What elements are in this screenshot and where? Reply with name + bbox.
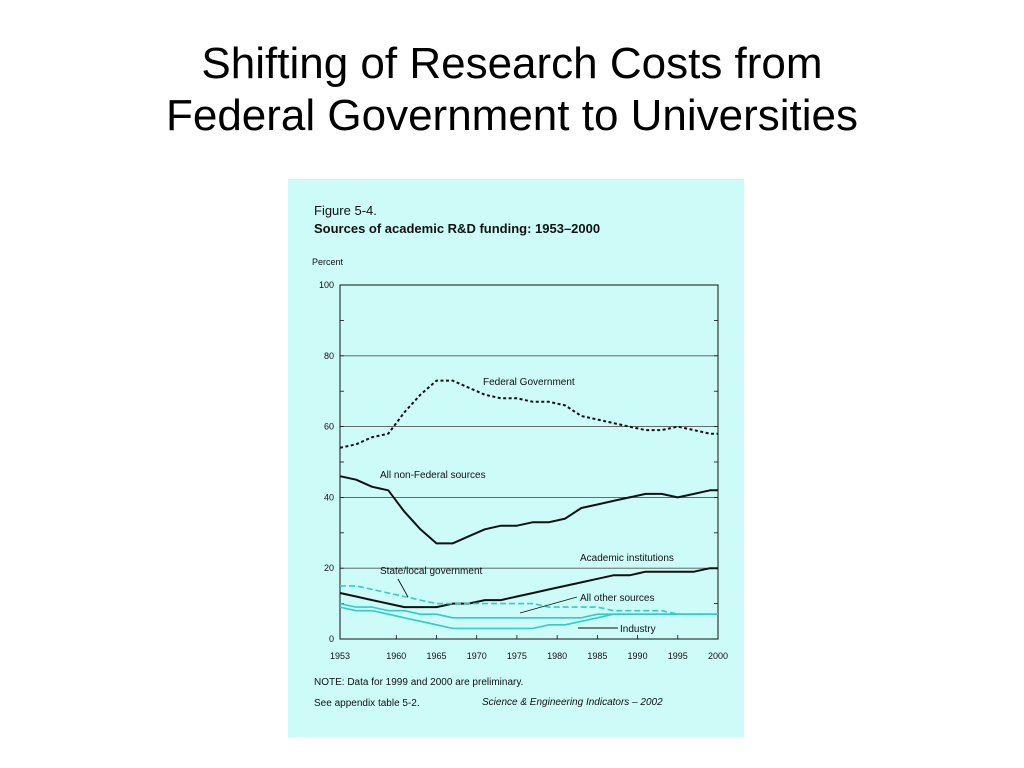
series-line-1 [339, 475, 718, 545]
x-tick-label: 1965 [426, 651, 446, 659]
annotation-label-5: Industry [620, 624, 656, 635]
x-tick-label: 1995 [668, 651, 688, 659]
y-tick-label: 60 [324, 422, 334, 432]
y-tick-label: 20 [324, 563, 334, 573]
annotation-leader-3 [397, 578, 409, 598]
annotation-label-4: All other sources [580, 593, 654, 604]
x-tick-label: 1985 [587, 651, 607, 659]
x-tick-label: 2000 [708, 651, 728, 659]
plot-frame [339, 284, 719, 640]
slide-title: Shifting of Research Costs from Federal … [0, 38, 1024, 142]
series-line-2 [339, 567, 718, 609]
slide-title-line-1: Shifting of Research Costs from [201, 39, 823, 88]
x-tick-label: 1990 [628, 651, 648, 659]
annotation-label-3: State/local government [380, 566, 483, 577]
series-line-3 [340, 585, 718, 615]
figure-label: Figure 5-4. [314, 203, 377, 218]
annotation-label-0: Federal Government [483, 377, 575, 388]
x-tick-label: 1970 [467, 651, 487, 659]
annotation-label-1: All non-Federal sources [380, 470, 486, 481]
series-line-5 [339, 606, 718, 630]
x-tick-label: 1975 [507, 651, 527, 659]
y-tick-label: 80 [324, 351, 334, 361]
figure-see-appendix: See appendix table 5-2. [314, 698, 420, 709]
x-tick-label: 1980 [547, 651, 567, 659]
x-tick-label: 1960 [386, 651, 406, 659]
figure-title: Sources of academic R&D funding: 1953–20… [314, 221, 601, 236]
y-tick-label: 0 [329, 634, 334, 644]
annotation-leader-4 [519, 596, 578, 614]
y-tick-label: 40 [324, 492, 334, 502]
slide-title-line-2: Federal Government to Universities [165, 91, 859, 140]
line-chart: Percent 0 20 40 60 80 100 1953 1960 1965 1970 1975 1… [312, 257, 728, 659]
annotation-label-2: Academic institutions [580, 553, 674, 564]
figure-panel: Figure 5-4. Sources of academic R&D fund… [288, 179, 744, 737]
figure-source: Science & Engineering Indicators – 2002 [482, 697, 663, 708]
figure-note: NOTE: Data for 1999 and 2000 are prelimi… [314, 677, 524, 688]
y-axis-label: Percent [312, 257, 344, 267]
x-tick-label: 1953 [330, 651, 350, 659]
y-tick-label: 100 [319, 280, 334, 290]
series-line-0 [339, 379, 718, 449]
